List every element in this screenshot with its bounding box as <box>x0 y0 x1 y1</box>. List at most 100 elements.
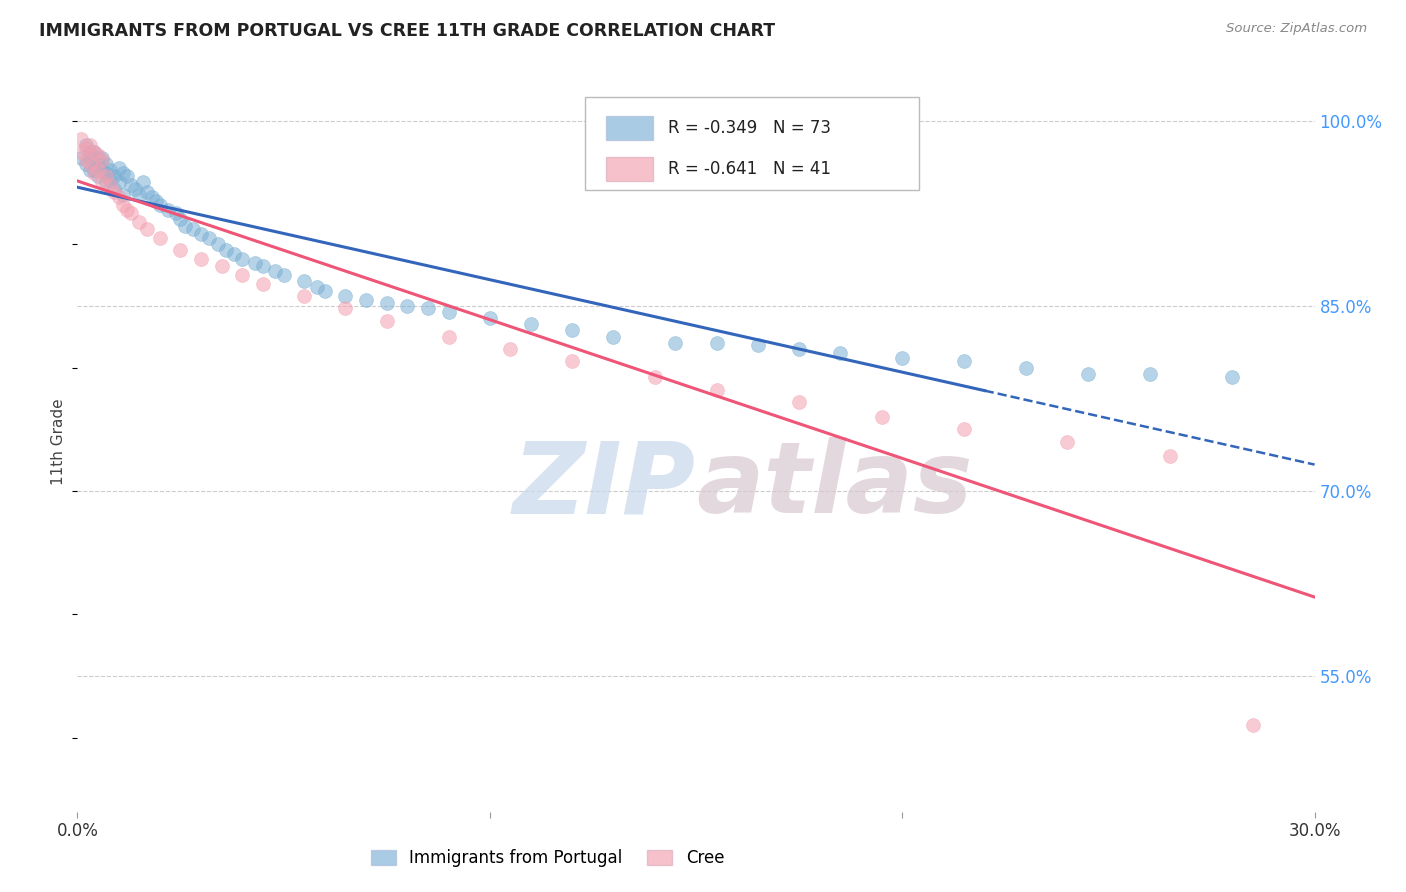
Point <box>644 370 666 384</box>
Point <box>190 227 212 242</box>
Point <box>111 197 134 211</box>
Point <box>335 289 357 303</box>
Point <box>173 219 195 233</box>
Point <box>83 165 105 179</box>
Point <box>1056 434 1078 449</box>
Point <box>561 354 583 368</box>
Point <box>664 335 686 350</box>
Text: atlas: atlas <box>696 437 973 534</box>
Point <box>83 145 105 159</box>
Point <box>107 161 129 175</box>
Point <box>149 231 172 245</box>
Point <box>215 244 238 258</box>
Point <box>70 151 93 165</box>
Point <box>335 301 357 316</box>
Point <box>787 395 810 409</box>
Point <box>75 141 97 155</box>
Point <box>87 157 110 171</box>
Point <box>198 231 221 245</box>
Point <box>953 354 976 368</box>
Point <box>211 260 233 274</box>
Point <box>478 311 501 326</box>
Legend: Immigrants from Portugal, Cree: Immigrants from Portugal, Cree <box>364 842 731 874</box>
Point <box>207 237 229 252</box>
Point <box>120 206 142 220</box>
Point <box>103 181 125 195</box>
Point <box>98 163 121 178</box>
Point <box>787 342 810 356</box>
Point <box>75 153 97 168</box>
Point <box>1077 367 1099 381</box>
Point <box>231 252 253 266</box>
Text: R = -0.349   N = 73: R = -0.349 N = 73 <box>668 120 831 137</box>
Point <box>891 351 914 365</box>
Point <box>437 329 460 343</box>
Point <box>96 165 118 179</box>
Text: Source: ZipAtlas.com: Source: ZipAtlas.com <box>1226 22 1367 36</box>
Point <box>87 148 110 162</box>
Point <box>70 132 93 146</box>
Point <box>107 176 129 190</box>
Point <box>354 293 377 307</box>
Point <box>79 138 101 153</box>
Text: IMMIGRANTS FROM PORTUGAL VS CREE 11TH GRADE CORRELATION CHART: IMMIGRANTS FROM PORTUGAL VS CREE 11TH GR… <box>39 22 776 40</box>
Point <box>1220 370 1243 384</box>
Point <box>1139 367 1161 381</box>
Point <box>87 151 110 165</box>
Point <box>165 206 187 220</box>
Point <box>75 157 97 171</box>
Point <box>111 165 134 179</box>
Point <box>91 151 114 165</box>
Point <box>79 151 101 165</box>
Y-axis label: 11th Grade: 11th Grade <box>51 398 66 485</box>
Point <box>115 169 138 184</box>
Point <box>305 280 328 294</box>
Point <box>520 318 543 332</box>
Point <box>747 338 769 352</box>
Point <box>243 255 266 269</box>
Point <box>292 274 315 288</box>
Bar <box>606 116 652 140</box>
Point <box>561 324 583 338</box>
Point <box>314 284 336 298</box>
Point <box>83 163 105 178</box>
Point <box>87 169 110 184</box>
Point <box>103 186 125 200</box>
Point <box>96 169 118 184</box>
Point <box>416 301 439 316</box>
Point <box>132 176 155 190</box>
Point <box>96 176 118 190</box>
Point <box>128 215 150 229</box>
Point <box>706 383 728 397</box>
Point <box>602 329 624 343</box>
Point <box>953 422 976 436</box>
Point <box>98 178 121 192</box>
Point <box>120 178 142 192</box>
Point <box>499 342 522 356</box>
Point <box>91 163 114 178</box>
Point <box>83 157 105 171</box>
Point <box>706 335 728 350</box>
Point <box>136 222 159 236</box>
Point <box>264 264 287 278</box>
Point <box>292 289 315 303</box>
Point <box>252 260 274 274</box>
Point <box>830 345 852 359</box>
Point <box>273 268 295 282</box>
Point <box>396 299 419 313</box>
Text: R = -0.641   N = 41: R = -0.641 N = 41 <box>668 160 831 178</box>
Point <box>141 190 163 204</box>
FancyBboxPatch shape <box>585 97 918 190</box>
Point <box>79 145 101 159</box>
Point <box>79 157 101 171</box>
Point <box>169 244 191 258</box>
Point <box>870 409 893 424</box>
Point <box>231 268 253 282</box>
Point <box>1159 450 1181 464</box>
Point <box>149 197 172 211</box>
Point <box>115 202 138 217</box>
Point <box>79 163 101 178</box>
Point <box>98 173 121 187</box>
Point <box>181 222 204 236</box>
Point <box>222 247 245 261</box>
